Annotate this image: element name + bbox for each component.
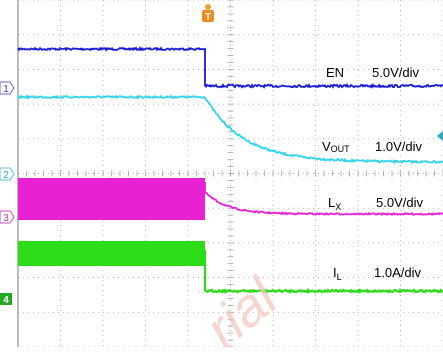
- vout-scale: 1.0V/div: [375, 139, 422, 154]
- channel-2-label: 2: [3, 170, 9, 181]
- series-lx-switching-band: [18, 178, 205, 220]
- series-en-trace: [17, 46, 443, 89]
- vout-label: VOUT: [322, 139, 350, 154]
- il-scale: 1.0A/div: [374, 265, 421, 280]
- en-scale: 5.0V/div: [372, 65, 419, 80]
- series-vout-trace: [17, 94, 443, 165]
- channel-2-marker: 2: [0, 167, 15, 181]
- right-edge-marker: [437, 131, 443, 141]
- trigger-marker: T: [202, 4, 214, 23]
- lx-label-sub: X: [335, 202, 341, 212]
- series-il-trace: [203, 250, 443, 295]
- il-label-sub: L: [337, 272, 342, 282]
- traces: [17, 46, 443, 295]
- channel-3-marker: 3: [0, 210, 15, 224]
- lx-label-main: L: [328, 195, 335, 210]
- channel-1-marker: 1: [0, 81, 15, 95]
- vout-label-sub: OUT: [331, 144, 351, 154]
- channel-4-label: 4: [3, 295, 9, 306]
- il-label-main: I: [333, 265, 337, 280]
- channel-1-label: 1: [3, 84, 9, 95]
- lx-label: LX: [328, 195, 341, 212]
- il-label: IL: [333, 265, 342, 282]
- series-lx-trace: [204, 182, 443, 217]
- lx-scale: 5.0V/div: [376, 195, 423, 210]
- vout-label-main: V: [322, 139, 331, 154]
- channel-4-marker: 4: [0, 293, 12, 306]
- en-label: EN: [326, 65, 344, 80]
- channel-3-label: 3: [3, 213, 9, 224]
- trigger-label: T: [205, 12, 211, 23]
- series-il-band: [18, 241, 205, 266]
